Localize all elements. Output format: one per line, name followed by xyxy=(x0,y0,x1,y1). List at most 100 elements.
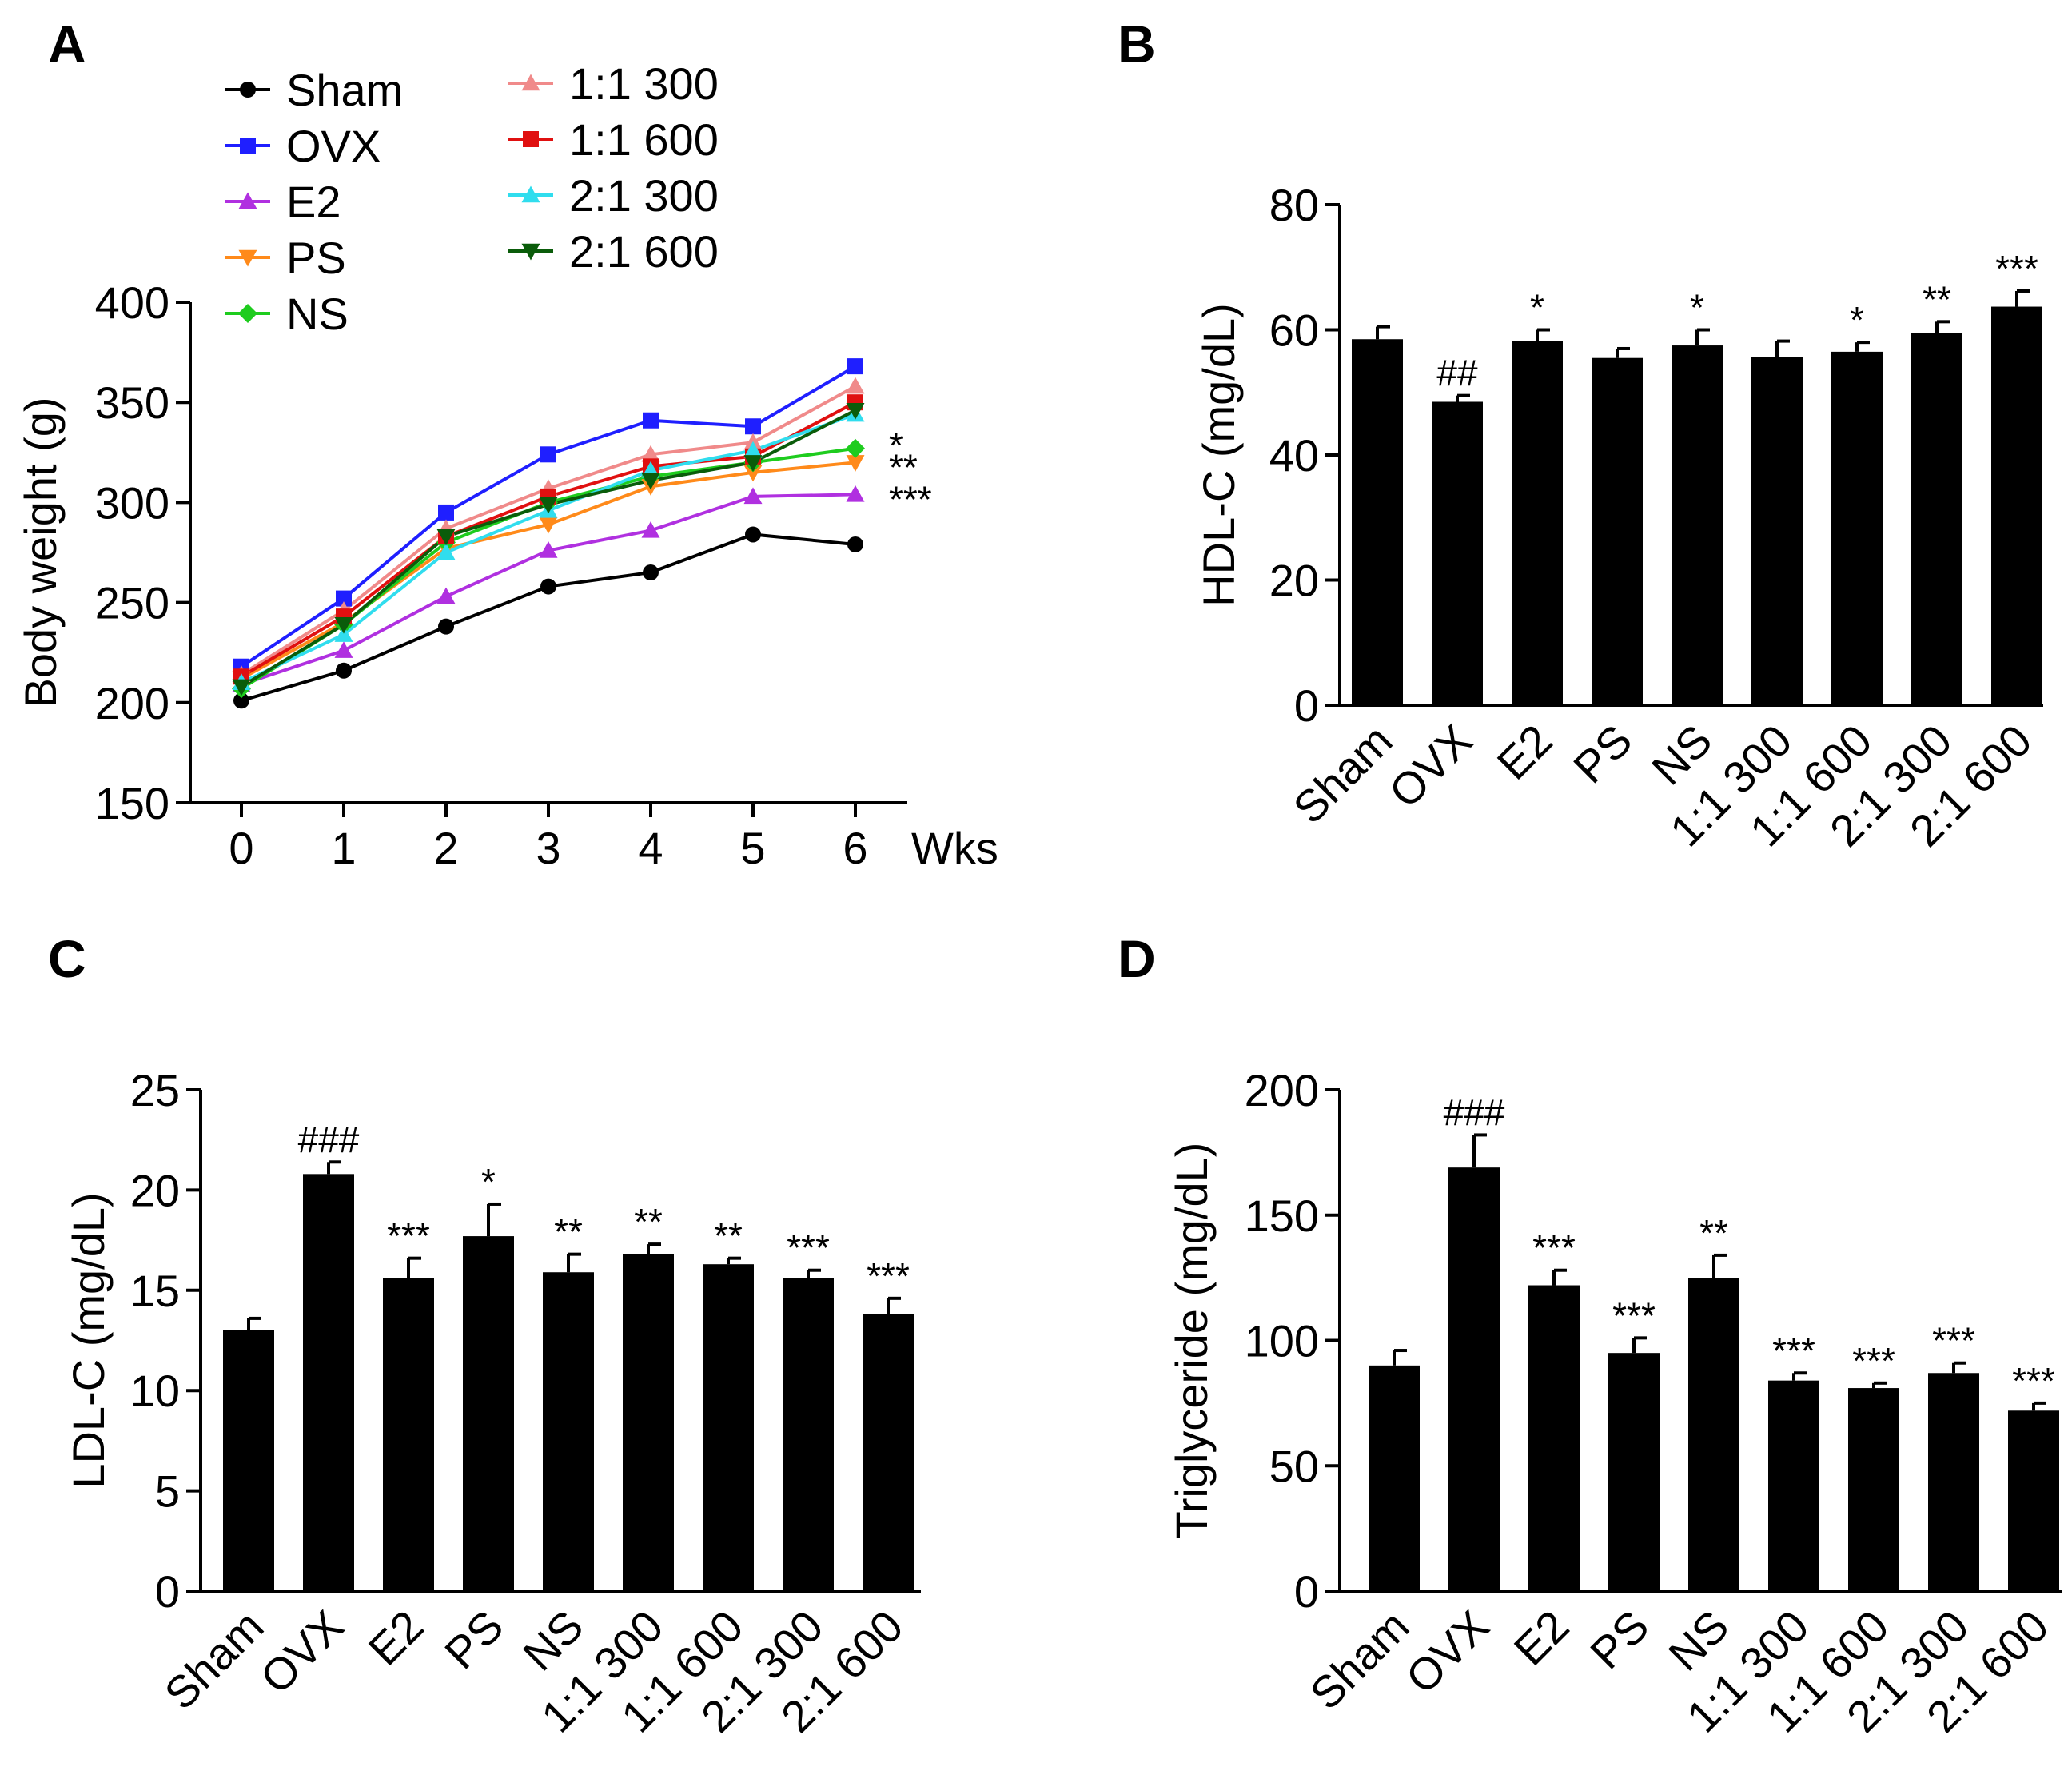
point-ovx xyxy=(438,504,454,521)
point-sham xyxy=(847,536,863,552)
series-line-1-1-600 xyxy=(240,401,856,678)
y-tick-label: 250 xyxy=(95,578,169,628)
y-tick-label: 50 xyxy=(1269,1441,1319,1491)
panel-letter-d: D xyxy=(1118,929,1156,988)
point-ns xyxy=(846,438,865,458)
bar-ps xyxy=(1608,1353,1660,1591)
point-ovx xyxy=(745,418,761,435)
legend-marker-ps xyxy=(238,249,257,267)
legend-label-1-1-300: 1:1 300 xyxy=(569,58,719,109)
legend-marker-e2 xyxy=(238,192,257,209)
x-tick-label: 0 xyxy=(229,823,253,873)
point-2-1-300 xyxy=(743,441,763,458)
x-axis-title: Wks xyxy=(911,823,998,873)
panel-letter-c: C xyxy=(48,929,86,988)
significance-2-1-300: *** xyxy=(1932,1320,1975,1362)
point-e2 xyxy=(436,587,456,604)
bar-sham xyxy=(1352,339,1403,705)
point-sham xyxy=(745,526,761,543)
legend-marker-ovx xyxy=(240,138,256,154)
y-tick-label: 10 xyxy=(130,1366,180,1416)
bar-1-1-600 xyxy=(703,1264,754,1591)
panel-letter-b: B xyxy=(1118,14,1156,74)
significance-ovx: ## xyxy=(1436,353,1478,394)
bar-1-1-300 xyxy=(1768,1380,1819,1591)
y-tick-label: 200 xyxy=(95,678,169,728)
y-tick-label: 0 xyxy=(1294,1566,1319,1617)
category-label-ovx: OVX xyxy=(1396,1601,1498,1703)
significance-1-1-300: *** xyxy=(1772,1330,1815,1371)
bar-ps xyxy=(463,1236,514,1591)
legend-marker-1-1-300 xyxy=(521,74,540,91)
point-e2 xyxy=(334,641,353,658)
significance-ovx: ### xyxy=(1444,1091,1505,1133)
y-tick-label: 100 xyxy=(1245,1316,1319,1366)
significance-2-1-600: *** xyxy=(867,1255,910,1297)
point-sham xyxy=(233,692,249,709)
point-1-1-300 xyxy=(641,445,660,462)
y-tick-label: 0 xyxy=(155,1566,180,1617)
y-tick-label: 25 xyxy=(130,1065,180,1115)
point-2-1-600 xyxy=(334,616,353,634)
bar-sham xyxy=(223,1330,274,1591)
bar-2-1-600 xyxy=(863,1314,914,1591)
legend-label-2-1-300: 2:1 300 xyxy=(569,170,719,221)
significance-ps: *** xyxy=(1612,1294,1656,1336)
category-label-ovx: OVX xyxy=(1379,715,1481,817)
x-tick-label: 3 xyxy=(536,823,560,873)
x-tick-label: 5 xyxy=(740,823,765,873)
legend-marker-2-1-300 xyxy=(521,185,540,203)
point-2-1-600 xyxy=(232,679,251,696)
point-e2 xyxy=(539,540,558,558)
category-label-ps: PS xyxy=(435,1601,512,1678)
category-label-e2: E2 xyxy=(1488,715,1562,789)
bar-2-1-600 xyxy=(1991,306,2042,705)
y-tick-label: 400 xyxy=(95,277,169,328)
point-2-1-600 xyxy=(743,455,763,472)
point-ovx xyxy=(643,412,659,429)
bar-1-1-300 xyxy=(1751,357,1803,705)
y-axis-title: Body weight (g) xyxy=(15,397,66,708)
legend-marker-ns xyxy=(238,304,257,323)
point-2-1-600 xyxy=(436,529,456,546)
point-ps xyxy=(743,465,763,482)
category-label-ovx: OVX xyxy=(250,1601,353,1703)
point-ovx xyxy=(540,446,556,463)
legend-label-sham: Sham xyxy=(286,65,403,115)
legend-label-ps: PS xyxy=(286,233,346,283)
y-tick-label: 300 xyxy=(95,477,169,528)
bar-2-1-300 xyxy=(1911,333,1962,705)
y-axis-title: LDL-C (mg/dL) xyxy=(63,1192,114,1488)
bar-ns xyxy=(1672,345,1723,705)
y-axis-title: HDL-C (mg/dL) xyxy=(1193,303,1244,607)
point-ovx xyxy=(847,358,863,375)
bar-chart-ldl-c: 0 5 10 15 20 25 LDL-C (mg/dL) Sham ### OVX *** E2 * P… xyxy=(63,1065,921,1742)
bar-ovx xyxy=(1432,401,1483,705)
y-tick-label: 20 xyxy=(130,1165,180,1215)
point-e2 xyxy=(641,521,660,538)
significance-2-1-300: *** xyxy=(787,1227,830,1269)
significance-2-1-300: ** xyxy=(1923,278,1951,320)
bar-ps xyxy=(1592,357,1643,705)
significance-ns: ** xyxy=(1699,1212,1728,1254)
x-tick-label: 1 xyxy=(331,823,356,873)
point-2-1-600 xyxy=(641,473,660,490)
significance-2-1-600: *** xyxy=(1995,248,2038,289)
point-1-1-300 xyxy=(846,377,865,394)
legend-marker-1-1-600 xyxy=(523,131,539,147)
y-tick-label: 15 xyxy=(130,1266,180,1316)
point-ovx xyxy=(336,590,352,607)
legend-label-1-1-600: 1:1 600 xyxy=(569,114,719,165)
point-2-1-600 xyxy=(539,497,558,514)
significance-label: * xyxy=(889,425,903,466)
legend-label-2-1-600: 2:1 600 xyxy=(569,226,719,277)
bar-e2 xyxy=(1528,1285,1580,1591)
x-tick-label: 6 xyxy=(843,823,867,873)
significance-2-1-600: *** xyxy=(2012,1360,2055,1402)
y-tick-label: 80 xyxy=(1269,180,1319,230)
y-tick-label: 200 xyxy=(1245,1065,1319,1115)
legend-label-ns: NS xyxy=(286,289,349,339)
bar-e2 xyxy=(383,1278,434,1591)
legend-label-ovx: OVX xyxy=(286,121,381,171)
